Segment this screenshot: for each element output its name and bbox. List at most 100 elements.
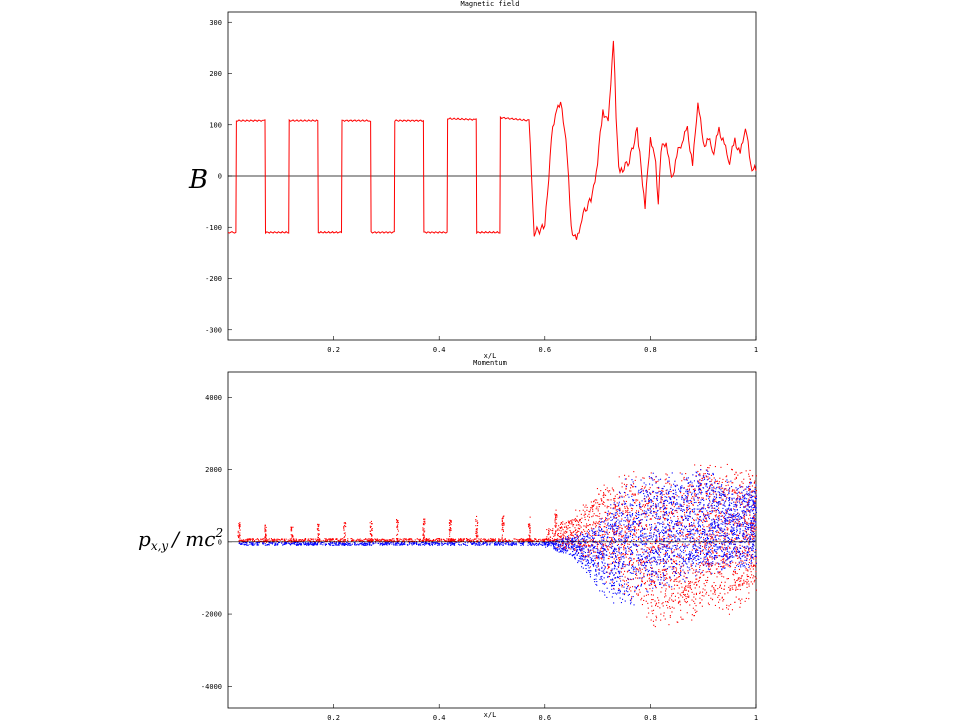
momentum-red-point xyxy=(731,609,733,611)
momentum-red-point xyxy=(646,490,648,492)
momentum-blue-point xyxy=(315,543,317,545)
momentum-blue-point xyxy=(369,542,371,544)
momentum-blue-point xyxy=(441,541,443,543)
momentum-red-point xyxy=(660,502,662,504)
momentum-red-point xyxy=(710,544,712,546)
momentum-blue-point xyxy=(294,542,296,544)
momentum-red-point xyxy=(407,539,409,541)
momentum-red-point xyxy=(600,547,602,549)
momentum-blue-point xyxy=(498,543,500,545)
momentum-red-point xyxy=(618,515,620,517)
momentum-blue-point xyxy=(580,532,582,534)
momentum-red-point xyxy=(626,519,628,521)
momentum-blue-point xyxy=(256,544,258,546)
momentum-blue-point xyxy=(671,552,673,554)
momentum-red-point xyxy=(338,539,340,541)
momentum-red-point xyxy=(641,580,643,582)
momentum-red-point xyxy=(666,504,668,506)
momentum-red-point xyxy=(736,498,738,500)
momentum-red-point xyxy=(705,517,707,519)
momentum-red-point xyxy=(741,598,743,600)
momentum-blue-point xyxy=(545,544,547,546)
momentum-blue-point xyxy=(636,549,638,551)
momentum-red-point xyxy=(566,532,568,534)
momentum-red-point xyxy=(571,534,573,536)
momentum-red-point xyxy=(696,528,698,530)
momentum-red-point xyxy=(468,540,470,542)
momentum-red-point xyxy=(717,596,719,598)
momentum-blue-point xyxy=(728,553,730,555)
momentum-blue-point xyxy=(617,570,619,572)
momentum-blue-point xyxy=(454,542,456,544)
momentum-blue-point xyxy=(539,542,541,544)
momentum-red-point xyxy=(607,548,609,550)
momentum-red-point xyxy=(608,512,610,514)
momentum-blue-point xyxy=(645,500,647,502)
momentum-red-point xyxy=(751,528,753,530)
momentum-red-point xyxy=(579,518,581,520)
momentum-red-point xyxy=(238,536,240,538)
momentum-red-point xyxy=(735,588,737,590)
momentum-red-point xyxy=(633,538,635,540)
momentum-blue-point xyxy=(431,541,433,543)
momentum-red-point xyxy=(691,549,693,551)
momentum-red-point xyxy=(737,563,739,565)
momentum-red-point xyxy=(529,536,531,538)
momentum-red-point xyxy=(693,529,695,531)
momentum-blue-point xyxy=(655,506,657,508)
momentum-red-point xyxy=(746,554,748,556)
momentum-red-point xyxy=(468,539,470,541)
momentum-red-point xyxy=(614,504,616,506)
momentum-red-point xyxy=(729,566,731,568)
momentum-blue-point xyxy=(715,551,717,553)
momentum-red-point xyxy=(603,502,605,504)
momentum-blue-point xyxy=(661,492,663,494)
momentum-red-point xyxy=(746,502,748,504)
momentum-red-point xyxy=(238,523,240,525)
momentum-red-point xyxy=(576,534,578,536)
momentum-blue-point xyxy=(428,543,430,545)
momentum-blue-point xyxy=(724,488,726,490)
momentum-red-point xyxy=(679,522,681,524)
momentum-blue-point xyxy=(414,542,416,544)
momentum-blue-point xyxy=(636,554,638,556)
momentum-red-point xyxy=(707,576,709,578)
momentum-red-point xyxy=(651,567,653,569)
momentum-red-point xyxy=(252,540,254,542)
momentum-blue-point xyxy=(643,493,645,495)
momentum-red-point xyxy=(729,588,731,590)
momentum-red-point xyxy=(722,562,724,564)
momentum-red-point xyxy=(548,533,550,535)
momentum-red-point xyxy=(603,484,605,486)
momentum-red-point xyxy=(370,540,372,542)
momentum-red-point xyxy=(698,487,700,489)
momentum-red-point xyxy=(693,593,695,595)
momentum-blue-point xyxy=(546,544,548,546)
momentum-red-point xyxy=(748,585,750,587)
momentum-blue-point xyxy=(349,544,351,546)
momentum-red-point xyxy=(591,540,593,542)
momentum-blue-point xyxy=(640,490,642,492)
momentum-red-point xyxy=(754,480,756,482)
momentum-red-point xyxy=(674,534,676,536)
momentum-red-point xyxy=(747,504,749,506)
momentum-red-point xyxy=(613,514,615,516)
momentum-red-point xyxy=(396,525,398,527)
momentum-red-point xyxy=(269,540,271,542)
momentum-red-point xyxy=(733,489,735,491)
momentum-red-point xyxy=(572,535,574,537)
momentum-red-point xyxy=(699,492,701,494)
momentum-red-point xyxy=(733,492,735,494)
momentum-red-point xyxy=(663,517,665,519)
momentum-red-point xyxy=(745,580,747,582)
momentum-red-point xyxy=(633,534,635,536)
momentum-red-point xyxy=(708,535,710,537)
momentum-red-point xyxy=(641,581,643,583)
momentum-red-point xyxy=(621,586,623,588)
momentum-red-point xyxy=(686,508,688,510)
momentum-blue-point xyxy=(667,544,669,546)
momentum-blue-point xyxy=(361,542,363,544)
momentum-blue-point xyxy=(520,542,522,544)
momentum-red-point xyxy=(735,477,737,479)
momentum-red-point xyxy=(681,586,683,588)
